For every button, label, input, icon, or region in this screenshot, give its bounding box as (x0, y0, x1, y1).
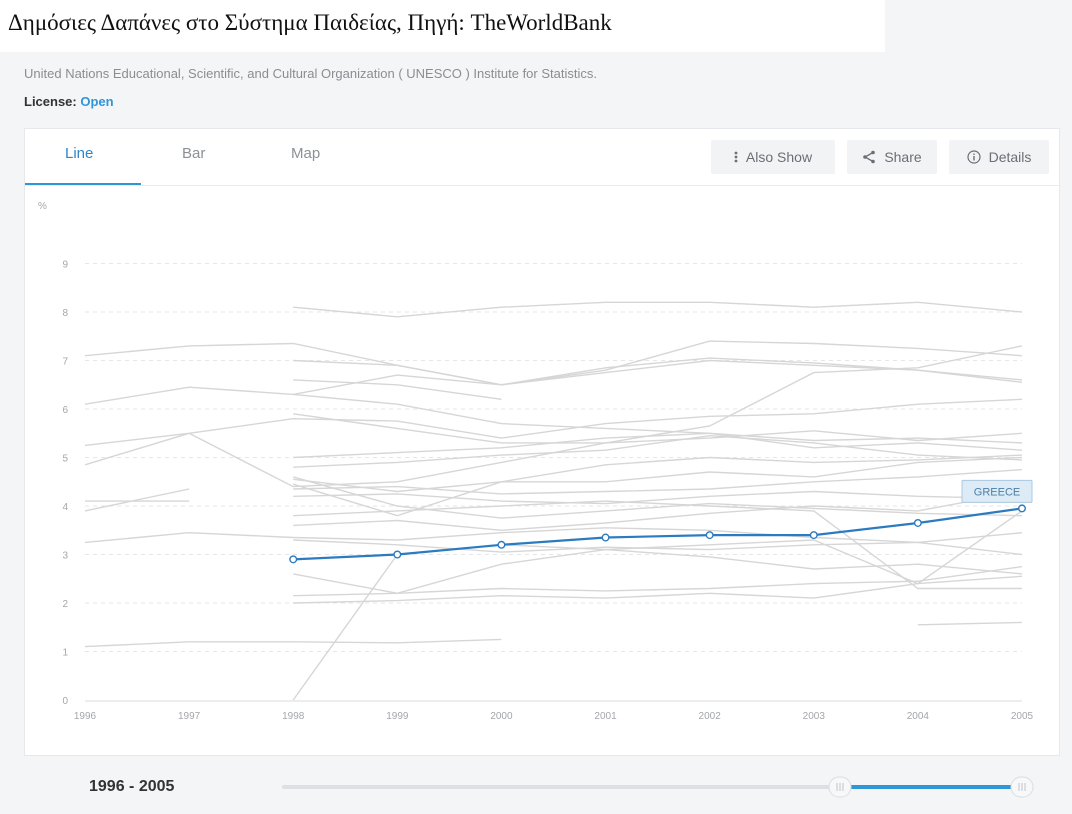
highlight-point (497, 540, 506, 549)
page-title: Δημόσιες Δαπάνες στο Σύστημα Παιδείας, Π… (8, 10, 612, 35)
tab-map[interactable]: Map (291, 145, 321, 162)
x-tick-label: 1999 (386, 711, 409, 722)
x-tick-label: 2000 (490, 711, 513, 722)
x-tick-label: 1996 (74, 711, 97, 722)
background-series-line (84, 398, 1023, 447)
highlight-point (289, 555, 298, 564)
x-tick-label: 2001 (594, 711, 617, 722)
active-tab-indicator (25, 183, 141, 185)
background-series-line (293, 301, 1023, 318)
range-footer: 1996 - 2005 (24, 764, 1060, 810)
also-show-button[interactable]: Also Show (711, 140, 835, 174)
series-tooltip-label: GREECE (974, 486, 1020, 498)
x-tick-label: 1998 (282, 711, 305, 722)
background-series-line (84, 638, 502, 648)
background-series-line (84, 488, 190, 512)
y-axis-label: % (38, 201, 47, 212)
background-series-line (293, 359, 1023, 386)
highlight-point (1018, 504, 1027, 513)
license-line: License: Open (24, 94, 114, 109)
x-tick-label: 2002 (699, 711, 722, 722)
background-series-line (293, 413, 1023, 444)
x-tick-label: 2003 (803, 711, 826, 722)
y-tick-label: 9 (62, 260, 68, 271)
chart-tabs: Line Bar Map Also Show Share (25, 129, 1059, 186)
title-bar: Δημόσιες Δαπάνες στο Σύστημα Παιδείας, Π… (0, 0, 885, 52)
range-label: 1996 - 2005 (89, 778, 175, 795)
background-series-line (293, 468, 1023, 495)
background-series-line (293, 434, 1023, 468)
y-tick-label: 8 (62, 308, 68, 319)
share-label: Share (884, 149, 922, 165)
series-tooltip (961, 479, 1033, 503)
background-series-line (84, 527, 1023, 556)
y-tick-label: 0 (62, 696, 68, 707)
highlight-point (393, 550, 402, 559)
background-series-line (84, 340, 1023, 386)
background-series-line (293, 454, 1023, 493)
source-text: United Nations Educational, Scientific, … (24, 66, 597, 81)
highlight-point (809, 531, 818, 540)
background-series-line (292, 456, 1023, 517)
background-series-line (293, 432, 1023, 459)
also-show-label: Also Show (745, 149, 813, 165)
license-link[interactable]: Open (80, 94, 114, 109)
details-label: Details (988, 149, 1032, 165)
background-series-line (293, 575, 1023, 604)
background-series-line (293, 565, 1023, 597)
highlight-point (913, 518, 922, 527)
y-tick-label: 6 (62, 405, 68, 416)
y-tick-label: 4 (62, 502, 68, 513)
background-series-line (84, 357, 1023, 405)
y-tick-label: 2 (62, 599, 68, 610)
background-series-line (293, 490, 1023, 532)
more-vertical-icon (734, 151, 738, 163)
y-tick-label: 7 (62, 357, 68, 368)
background-series-line (293, 490, 1023, 505)
y-tick-label: 1 (62, 648, 68, 659)
x-tick-label: 2004 (907, 711, 930, 722)
tab-line[interactable]: Line (65, 145, 94, 162)
info-icon (966, 150, 981, 164)
background-series-line (293, 548, 1023, 595)
highlight-point (705, 531, 714, 540)
y-tick-label: 3 (62, 551, 68, 562)
license-label: License: (24, 94, 77, 109)
background-series-line (293, 476, 1023, 519)
background-series-line (917, 621, 1023, 626)
x-tick-label: 2005 (1011, 711, 1034, 722)
share-button[interactable]: Share (847, 140, 937, 174)
details-button[interactable]: Details (949, 140, 1049, 174)
y-tick-label: 5 (62, 454, 68, 465)
highlight-series-line (293, 507, 1023, 561)
share-icon (863, 150, 876, 164)
highlight-point (601, 533, 610, 542)
background-series-line (293, 532, 1023, 553)
tab-bar[interactable]: Bar (182, 145, 206, 162)
background-series-line (293, 379, 502, 400)
x-tick-label: 1997 (178, 711, 201, 722)
